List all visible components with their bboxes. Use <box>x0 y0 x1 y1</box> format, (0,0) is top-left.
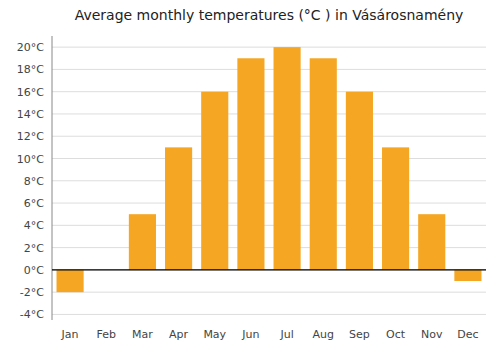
x-tick-label: Nov <box>421 328 443 341</box>
y-tick-label: 2°C <box>24 242 44 255</box>
grid-line <box>52 203 486 204</box>
grid-line <box>52 136 486 137</box>
title: Average monthly temperatures (°C ) in Vá… <box>75 7 464 23</box>
grid-line <box>52 91 486 92</box>
grid-line <box>52 113 486 114</box>
x-tick-label: Feb <box>97 328 116 341</box>
chart: Average monthly temperatures (°C ) in Vá… <box>0 0 500 350</box>
bar <box>310 58 337 270</box>
bar <box>237 58 264 270</box>
bars <box>57 47 482 292</box>
x-tick-label: Oct <box>386 328 406 341</box>
grid-line <box>52 47 486 48</box>
y-tick-label: 20°C <box>17 41 44 54</box>
y-tick-label: 10°C <box>17 153 44 166</box>
bar <box>418 214 445 270</box>
y-tick-label: -4°C <box>20 308 44 321</box>
grid-line <box>52 180 486 181</box>
y-tick-label: 18°C <box>17 63 44 76</box>
x-tick-label: May <box>203 328 226 341</box>
y-tick-label: 16°C <box>17 86 44 99</box>
grid-line <box>52 158 486 159</box>
y-axis-line <box>52 36 53 320</box>
bar <box>382 147 409 270</box>
grid-line <box>52 292 486 293</box>
y-tick-label: -2°C <box>20 286 44 299</box>
y-tick-label: 14°C <box>17 108 44 121</box>
zero-line <box>52 269 486 270</box>
y-tick-label: 12°C <box>17 130 44 143</box>
bar <box>454 270 481 281</box>
bar <box>57 270 84 292</box>
x-tick-label: Mar <box>132 328 153 341</box>
x-tick-label: Dec <box>457 328 478 341</box>
grid-line <box>52 269 486 270</box>
grid-line <box>52 314 486 315</box>
x-tick-label: Jan <box>61 328 79 341</box>
x-tick-label: Jul <box>279 328 293 341</box>
y-tick-label: 0°C <box>24 264 44 277</box>
bar <box>201 92 228 270</box>
bar <box>346 92 373 270</box>
bar <box>165 147 192 270</box>
grid-line <box>52 69 486 70</box>
x-tick-label: Sep <box>349 328 370 341</box>
grid <box>52 47 486 314</box>
x-tick-label: Aug <box>313 328 334 341</box>
y-tick-label: 8°C <box>24 175 44 188</box>
x-tick-label: Jun <box>241 328 259 341</box>
y-tick-label: 4°C <box>24 219 44 232</box>
y-tick-label: 6°C <box>24 197 44 210</box>
bar <box>274 47 301 270</box>
x-tick-label: Apr <box>169 328 189 341</box>
bar <box>129 214 156 270</box>
